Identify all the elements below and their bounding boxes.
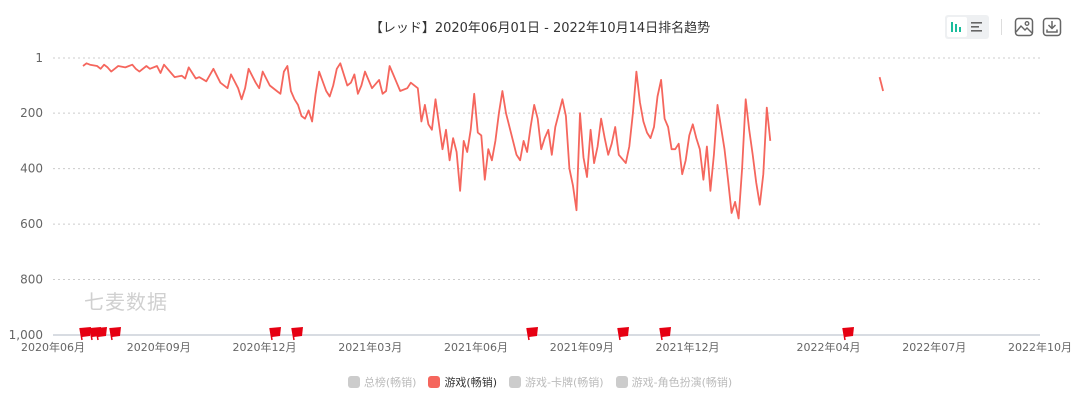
flag-marker-icon[interactable]: [269, 327, 281, 341]
y-tick-label: 800: [20, 273, 43, 287]
legend-label: 总榜(畅销): [363, 376, 417, 389]
list-icon: [971, 22, 982, 32]
legend-label: 游戏(畅销): [444, 376, 498, 389]
chart-toolbar: [945, 15, 1062, 39]
y-tick-label: 1,000: [9, 328, 43, 342]
y-tick-label: 400: [20, 162, 43, 176]
download-button[interactable]: [1042, 17, 1062, 37]
legend-item-overall[interactable]: 总榜(畅销): [347, 374, 417, 390]
legend-label: 游戏-卡牌(畅销): [525, 376, 604, 389]
y-tick-label: 600: [20, 217, 43, 231]
watermark: 七麦数据: [84, 290, 168, 314]
x-tick-label: 2020年06月: [21, 340, 85, 354]
chart-view-button[interactable]: [947, 17, 967, 37]
series-line[interactable]: [82, 62, 772, 220]
x-tick-label: 2022年10月: [1008, 340, 1072, 354]
legend-item-games-rpg[interactable]: 游戏-角色扮演(畅销): [615, 374, 733, 390]
flag-marker-icon[interactable]: [109, 327, 121, 341]
legend-swatch: [428, 376, 441, 388]
series-line[interactable]: [878, 76, 884, 92]
x-tick-label: 2022年07月: [902, 340, 966, 354]
toolbar-divider: [1001, 19, 1002, 35]
y-tick-label: 1: [35, 51, 43, 65]
x-tick-label: 2020年12月: [233, 340, 297, 354]
bar-chart-icon: [951, 22, 961, 32]
legend-item-games-card[interactable]: 游戏-卡牌(畅销): [509, 374, 604, 390]
chart-legend: 总榜(畅销) 游戏(畅销) 游戏-卡牌(畅销) 游戏-角色扮演(畅销): [0, 374, 1080, 390]
x-tick-label: 2021年09月: [550, 340, 614, 354]
flag-marker-icon[interactable]: [95, 327, 107, 341]
flag-marker-icon[interactable]: [842, 327, 854, 341]
save-image-button[interactable]: [1014, 17, 1034, 37]
legend-swatch: [509, 376, 522, 388]
x-tick-label: 2022年04月: [797, 340, 861, 354]
image-icon: [1014, 17, 1034, 37]
download-icon: [1042, 17, 1062, 37]
x-tick-label: 2021年06月: [444, 340, 508, 354]
flag-marker-icon[interactable]: [659, 327, 671, 341]
legend-swatch: [347, 376, 360, 388]
x-tick-label: 2021年03月: [338, 340, 402, 354]
legend-swatch: [615, 376, 628, 388]
view-toggle: [945, 15, 989, 39]
flag-marker-icon[interactable]: [291, 327, 303, 341]
legend-label: 游戏-角色扮演(畅销): [631, 376, 733, 389]
flag-marker-icon[interactable]: [526, 327, 538, 341]
chart-title: 【レッド】2020年06月01日 - 2022年10月14日排名趋势: [369, 21, 711, 36]
x-tick-label: 2021年12月: [656, 340, 720, 354]
flag-marker-icon[interactable]: [617, 327, 629, 341]
x-tick-label: 2020年09月: [127, 340, 191, 354]
legend-item-games[interactable]: 游戏(畅销): [428, 374, 497, 390]
list-view-button[interactable]: [967, 17, 987, 37]
y-tick-label: 200: [20, 106, 43, 120]
flag-marker-icon[interactable]: [79, 327, 91, 341]
